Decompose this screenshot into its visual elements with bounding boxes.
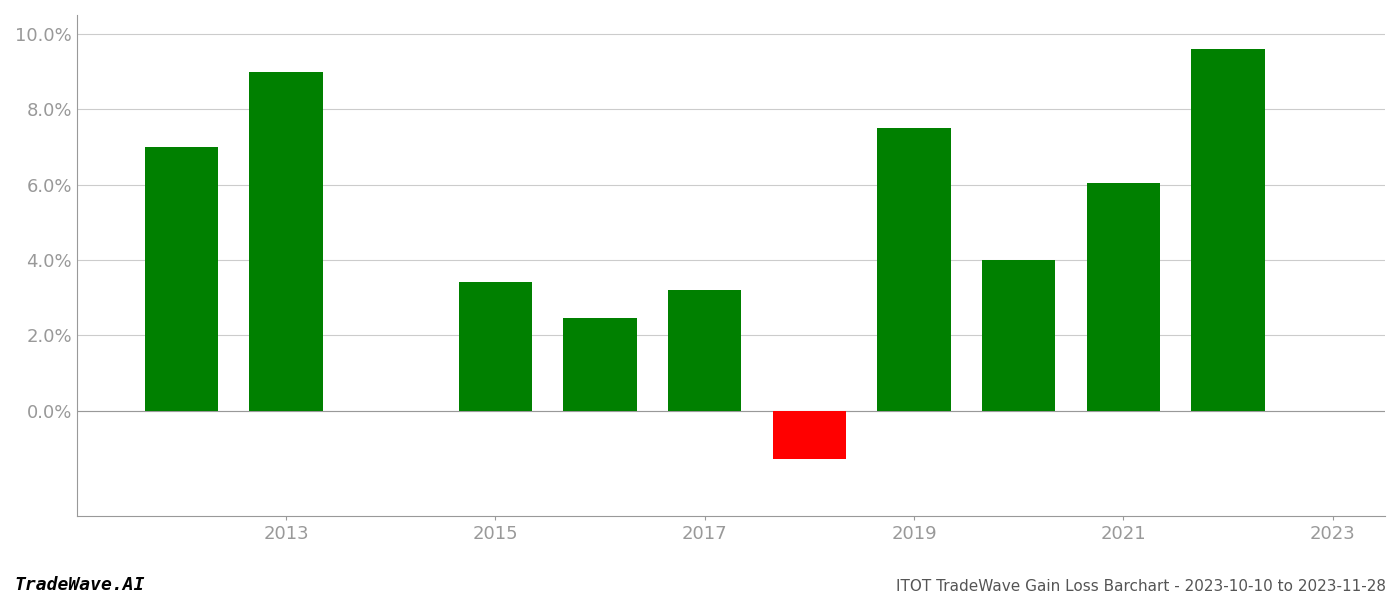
Bar xyxy=(1191,49,1264,410)
Bar xyxy=(668,290,741,410)
Bar xyxy=(878,128,951,410)
Bar xyxy=(1086,182,1161,410)
Bar xyxy=(144,147,218,410)
Text: ITOT TradeWave Gain Loss Barchart - 2023-10-10 to 2023-11-28: ITOT TradeWave Gain Loss Barchart - 2023… xyxy=(896,579,1386,594)
Bar xyxy=(773,410,846,460)
Bar xyxy=(459,283,532,410)
Text: TradeWave.AI: TradeWave.AI xyxy=(14,576,144,594)
Bar xyxy=(249,71,322,410)
Bar xyxy=(563,318,637,410)
Bar xyxy=(981,260,1056,410)
